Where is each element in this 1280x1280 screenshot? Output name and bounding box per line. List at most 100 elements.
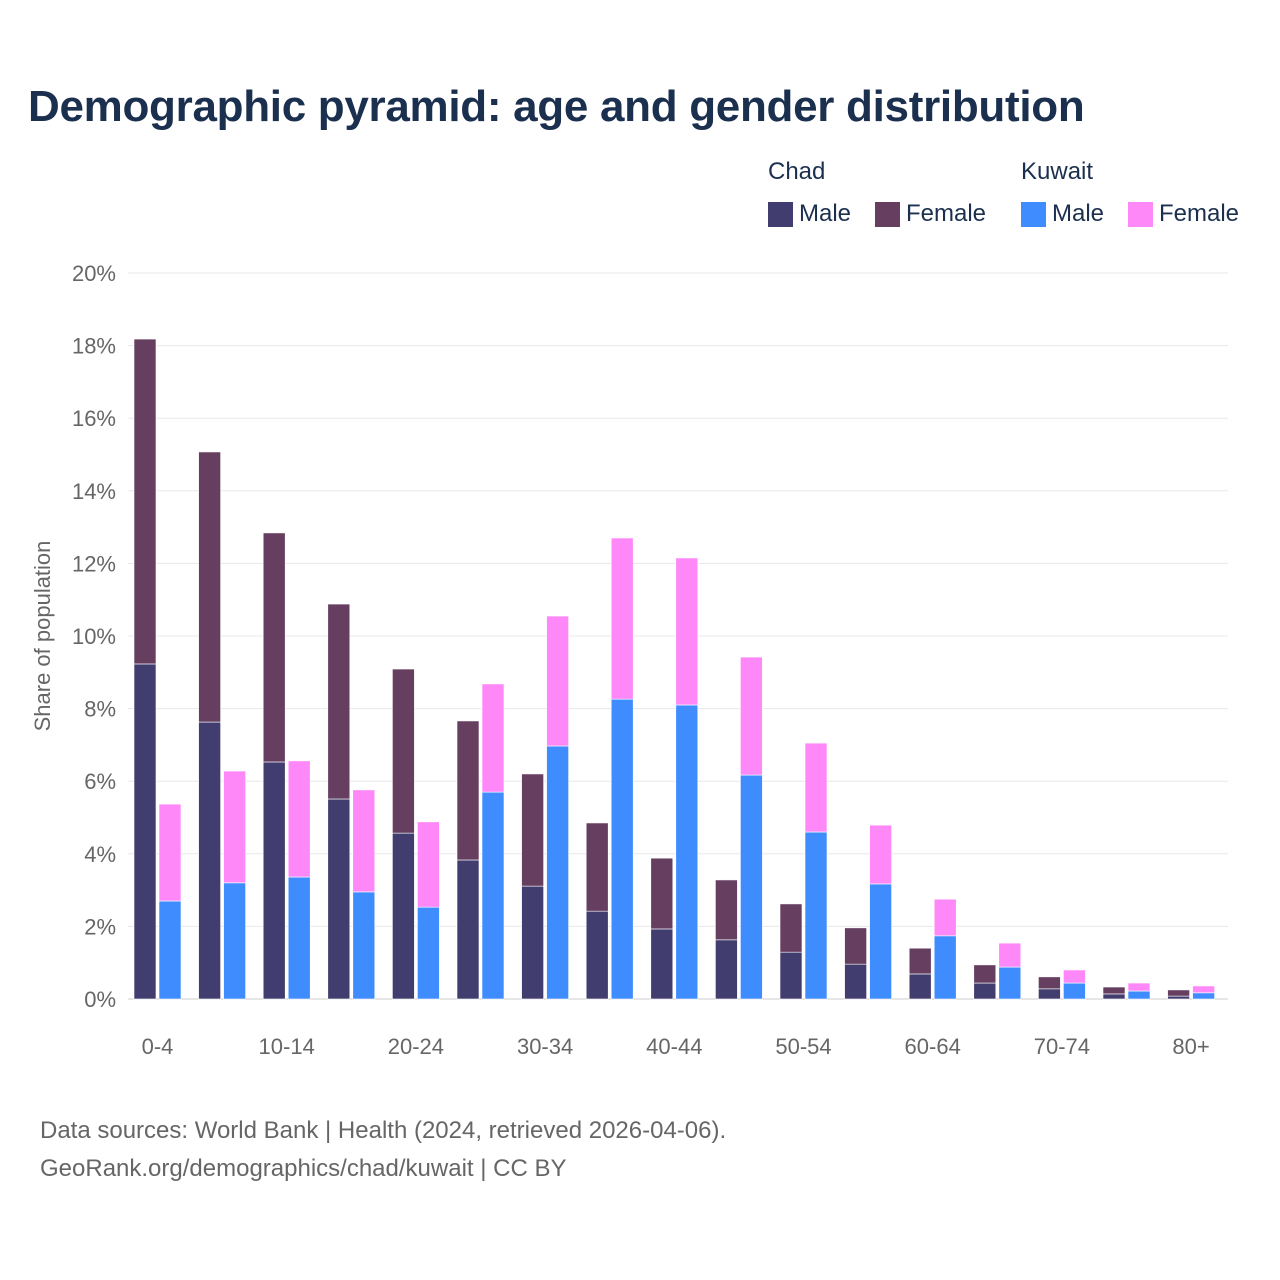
bar-kuwait-male-45-49[interactable] <box>740 774 763 1000</box>
y-tick-label: 16% <box>72 406 116 431</box>
bar-kuwait-female-10-14[interactable] <box>287 760 311 878</box>
chart-title: Demographic pyramid: age and gender dist… <box>28 82 1085 131</box>
x-tick-label: 40-44 <box>646 1034 702 1059</box>
legend-kuwait-female[interactable]: Female <box>1128 200 1239 228</box>
bar-kuwait-female-20-24[interactable] <box>417 821 440 908</box>
legend-label: Male <box>1052 200 1105 227</box>
bar-chad-male-25-29[interactable] <box>456 859 480 1000</box>
bar-chad-male-20-24[interactable] <box>392 832 415 1000</box>
legend-swatch <box>1021 201 1046 227</box>
bar-kuwait-male-60-64[interactable] <box>933 935 957 1000</box>
bar-chad-female-40-44[interactable] <box>650 857 674 930</box>
legend-kuwait-male[interactable]: Male <box>1021 200 1104 228</box>
bar-chad-male-30-34[interactable] <box>521 885 544 1000</box>
bar-chad-male-10-14[interactable] <box>262 761 286 1000</box>
bar-kuwait-female-50-54[interactable] <box>804 742 828 833</box>
bar-chad-male-50-54[interactable] <box>779 951 803 1000</box>
bar-chad-male-40-44[interactable] <box>650 928 674 1000</box>
legend-chad-male[interactable]: Male <box>768 200 851 228</box>
bar-kuwait-male-40-44[interactable] <box>675 704 699 1000</box>
bar-chad-female-55-59[interactable] <box>844 927 867 965</box>
legend-swatch <box>875 201 900 227</box>
legend-swatch <box>1128 201 1153 227</box>
bar-chad-female-0-4[interactable] <box>133 338 157 665</box>
y-tick-label: 0% <box>84 987 116 1012</box>
bar-chad-female-80+[interactable] <box>1167 989 1190 997</box>
y-tick-label: 8% <box>84 697 116 722</box>
bar-chad-female-50-54[interactable] <box>779 903 803 953</box>
bar-kuwait-female-35-39[interactable] <box>610 537 634 700</box>
bar-chad-male-35-39[interactable] <box>585 910 609 1000</box>
source-note: Data sources: World Bank | Health (2024,… <box>40 1117 727 1144</box>
bar-kuwait-female-55-59[interactable] <box>869 824 892 885</box>
x-tick-label: 50-54 <box>775 1034 831 1059</box>
y-tick-label: 2% <box>84 914 116 939</box>
bar-chad-male-65-69[interactable] <box>973 982 997 1000</box>
bar-kuwait-male-30-34[interactable] <box>546 745 569 1000</box>
bar-kuwait-male-80+[interactable] <box>1192 992 1215 1000</box>
bar-chad-female-20-24[interactable] <box>392 668 415 834</box>
bar-kuwait-male-50-54[interactable] <box>804 831 828 1000</box>
y-tick-label: 10% <box>72 624 116 649</box>
legend-label: Female <box>906 200 987 227</box>
bar-chad-female-30-34[interactable] <box>521 773 544 887</box>
bar-kuwait-male-65-69[interactable] <box>998 966 1022 1000</box>
bar-kuwait-female-25-29[interactable] <box>481 683 505 793</box>
bar-kuwait-male-5-9[interactable] <box>223 882 246 1000</box>
legend-swatch <box>768 201 793 227</box>
bar-chad-female-10-14[interactable] <box>262 532 286 763</box>
bar-kuwait-female-80+[interactable] <box>1192 985 1215 994</box>
legend-chad-female[interactable]: Female <box>875 200 986 228</box>
legend-group-kuwait: Kuwait <box>1021 158 1094 185</box>
bar-kuwait-female-15-19[interactable] <box>352 789 376 893</box>
bar-kuwait-male-25-29[interactable] <box>481 791 505 1000</box>
bar-chad-female-45-49[interactable] <box>715 879 738 941</box>
legend-label: Female <box>1159 200 1240 227</box>
bar-kuwait-female-70-74[interactable] <box>1063 969 1086 984</box>
bar-kuwait-male-55-59[interactable] <box>869 883 892 1000</box>
bar-kuwait-female-30-34[interactable] <box>546 615 569 747</box>
bar-chad-male-80+[interactable] <box>1167 995 1190 1000</box>
bar-kuwait-female-75-79[interactable] <box>1127 982 1151 992</box>
bar-kuwait-male-35-39[interactable] <box>610 698 634 1000</box>
bar-chad-female-70-74[interactable] <box>1038 976 1061 990</box>
bar-kuwait-female-5-9[interactable] <box>223 770 246 884</box>
bar-kuwait-male-15-19[interactable] <box>352 891 376 1000</box>
bar-kuwait-male-70-74[interactable] <box>1063 982 1086 1000</box>
source-link[interactable]: GeoRank.org/demographics/chad/kuwait | C… <box>40 1155 567 1182</box>
bar-chad-male-55-59[interactable] <box>844 963 867 1000</box>
bar-chad-male-60-64[interactable] <box>908 973 932 1000</box>
y-tick-label: 20% <box>72 261 116 286</box>
bar-chad-female-25-29[interactable] <box>456 720 480 861</box>
y-tick-label: 6% <box>84 769 116 794</box>
x-tick-label: 80+ <box>1172 1034 1209 1059</box>
bar-kuwait-female-0-4[interactable] <box>158 803 182 902</box>
bar-chad-female-60-64[interactable] <box>908 947 932 975</box>
bar-kuwait-female-65-69[interactable] <box>998 942 1022 968</box>
bar-chad-male-75-79[interactable] <box>1102 993 1126 1000</box>
bar-chad-female-35-39[interactable] <box>585 822 609 912</box>
y-axis-label: Share of population <box>30 541 55 732</box>
bar-kuwait-female-60-64[interactable] <box>933 898 957 937</box>
legend-label: Male <box>799 200 852 227</box>
bar-kuwait-male-75-79[interactable] <box>1127 990 1151 1000</box>
bar-chad-female-75-79[interactable] <box>1102 986 1126 995</box>
bar-chad-female-65-69[interactable] <box>973 964 997 984</box>
y-tick-label: 12% <box>72 551 116 576</box>
bar-chad-male-5-9[interactable] <box>198 721 221 1000</box>
bar-kuwait-male-0-4[interactable] <box>158 900 182 1000</box>
bar-chad-male-45-49[interactable] <box>715 939 738 1000</box>
bar-kuwait-male-10-14[interactable] <box>287 876 311 1000</box>
bar-kuwait-female-40-44[interactable] <box>675 557 699 706</box>
bar-chad-female-5-9[interactable] <box>198 451 221 723</box>
bar-chad-male-70-74[interactable] <box>1038 988 1061 1000</box>
bar-chad-female-15-19[interactable] <box>327 603 351 800</box>
x-tick-label: 30-34 <box>517 1034 573 1059</box>
y-tick-label: 4% <box>84 842 116 867</box>
bar-kuwait-female-45-49[interactable] <box>740 656 763 776</box>
bar-chad-male-15-19[interactable] <box>327 798 351 1000</box>
x-tick-label: 20-24 <box>388 1034 444 1059</box>
bar-chad-male-0-4[interactable] <box>133 663 157 1000</box>
bar-kuwait-male-20-24[interactable] <box>417 906 440 1000</box>
